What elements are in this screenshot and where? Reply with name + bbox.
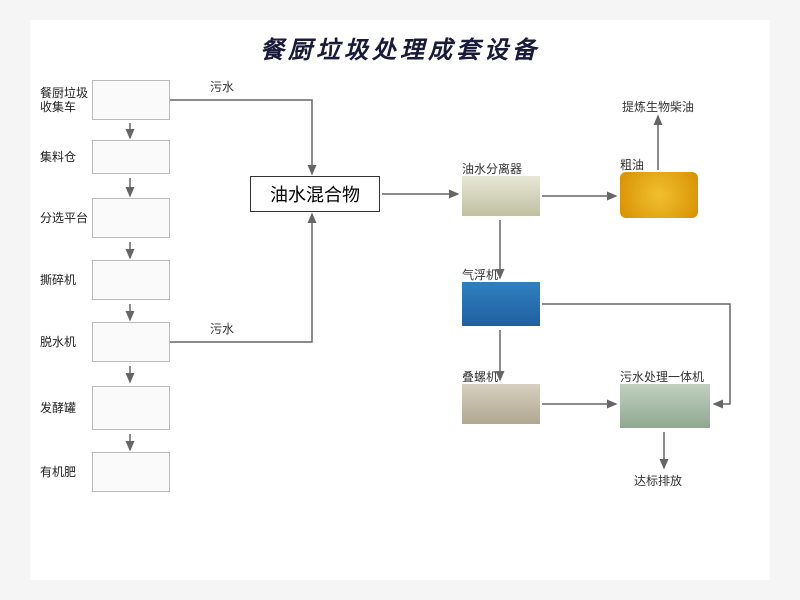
stage-label: 撕碎机	[40, 273, 88, 287]
output-text-0: 提炼生物柴油	[622, 98, 694, 115]
label-daf: 气浮机	[462, 266, 498, 283]
output-text-1: 达标排放	[634, 472, 682, 489]
dewater-icon	[92, 322, 170, 362]
stage-label: 有机肥	[40, 465, 88, 479]
stage-ferment: 发酵罐	[40, 386, 170, 430]
stage-truck: 餐厨垃圾 收集车	[40, 80, 170, 120]
ferment-icon	[92, 386, 170, 430]
diagram-canvas: 餐厨垃圾处理成套设备 餐厨垃圾 收集车集料仓分选平台撕碎机脱水机发酵罐有机肥 油水…	[30, 20, 770, 580]
stage-fert: 有机肥	[40, 452, 170, 492]
stage-label: 餐厨垃圾 收集车	[40, 86, 88, 115]
hopper-icon	[92, 140, 170, 174]
daf-icon	[462, 282, 540, 326]
diagram-title: 餐厨垃圾处理成套设备	[30, 30, 770, 65]
oil-water-mixture-box: 油水混合物	[250, 176, 380, 212]
conveyor-icon	[92, 198, 170, 238]
truck-icon	[92, 80, 170, 120]
label-wwtp: 污水处理一体机	[620, 368, 704, 385]
oil-icon	[620, 172, 698, 218]
fert-icon	[92, 452, 170, 492]
stage-label: 分选平台	[40, 211, 88, 225]
screw-icon	[462, 384, 540, 424]
stage-hopper: 集料仓	[40, 140, 170, 174]
label-screw: 叠螺机	[462, 368, 498, 385]
annotation-wastewater-1: 污水	[210, 320, 234, 337]
label-sep: 油水分离器	[462, 160, 522, 177]
stage-label: 发酵罐	[40, 401, 88, 415]
shredder-icon	[92, 260, 170, 300]
annotation-wastewater-0: 污水	[210, 78, 234, 95]
stage-label: 脱水机	[40, 335, 88, 349]
sep-icon	[462, 176, 540, 216]
label-oil: 粗油	[620, 156, 644, 173]
wwtp-icon	[620, 384, 710, 428]
stage-shredder: 撕碎机	[40, 260, 170, 300]
stage-conveyor: 分选平台	[40, 198, 170, 238]
stage-label: 集料仓	[40, 150, 88, 164]
stage-dewater: 脱水机	[40, 322, 170, 362]
